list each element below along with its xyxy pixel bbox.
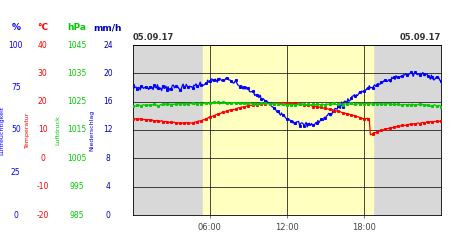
Text: 1025: 1025 xyxy=(67,97,86,106)
Text: 05.09.17: 05.09.17 xyxy=(133,34,174,42)
Text: 20: 20 xyxy=(38,97,48,106)
Text: 12: 12 xyxy=(103,126,113,134)
Text: Luftdruck: Luftdruck xyxy=(55,115,60,145)
Text: 1015: 1015 xyxy=(67,126,86,134)
Text: -20: -20 xyxy=(36,210,49,220)
Text: 985: 985 xyxy=(69,210,84,220)
Text: 1005: 1005 xyxy=(67,154,86,163)
Text: 0: 0 xyxy=(40,154,45,163)
Text: Temperatur: Temperatur xyxy=(24,112,30,148)
Text: %: % xyxy=(11,24,20,32)
Text: 40: 40 xyxy=(38,40,48,50)
Text: 100: 100 xyxy=(9,40,23,50)
Text: 995: 995 xyxy=(69,182,84,191)
Text: hPa: hPa xyxy=(67,24,86,32)
Text: 05.09.17: 05.09.17 xyxy=(400,34,441,42)
Bar xyxy=(203,45,373,215)
Text: 75: 75 xyxy=(11,83,21,92)
Text: °C: °C xyxy=(37,24,48,32)
Text: 1045: 1045 xyxy=(67,40,86,50)
Text: 0: 0 xyxy=(106,210,110,220)
Text: 25: 25 xyxy=(11,168,21,177)
Text: 20: 20 xyxy=(103,69,113,78)
Text: 16: 16 xyxy=(103,97,113,106)
Text: 1035: 1035 xyxy=(67,69,86,78)
Text: 8: 8 xyxy=(106,154,110,163)
Text: 4: 4 xyxy=(106,182,110,191)
Text: Niederschlag: Niederschlag xyxy=(90,110,95,150)
Text: Luftfeuchtigkeit: Luftfeuchtigkeit xyxy=(0,106,4,154)
Text: 50: 50 xyxy=(11,126,21,134)
Text: 24: 24 xyxy=(103,40,113,50)
Text: 10: 10 xyxy=(38,126,48,134)
Text: mm/h: mm/h xyxy=(94,24,122,32)
Text: 0: 0 xyxy=(14,210,18,220)
Text: -10: -10 xyxy=(36,182,49,191)
Text: 30: 30 xyxy=(38,69,48,78)
